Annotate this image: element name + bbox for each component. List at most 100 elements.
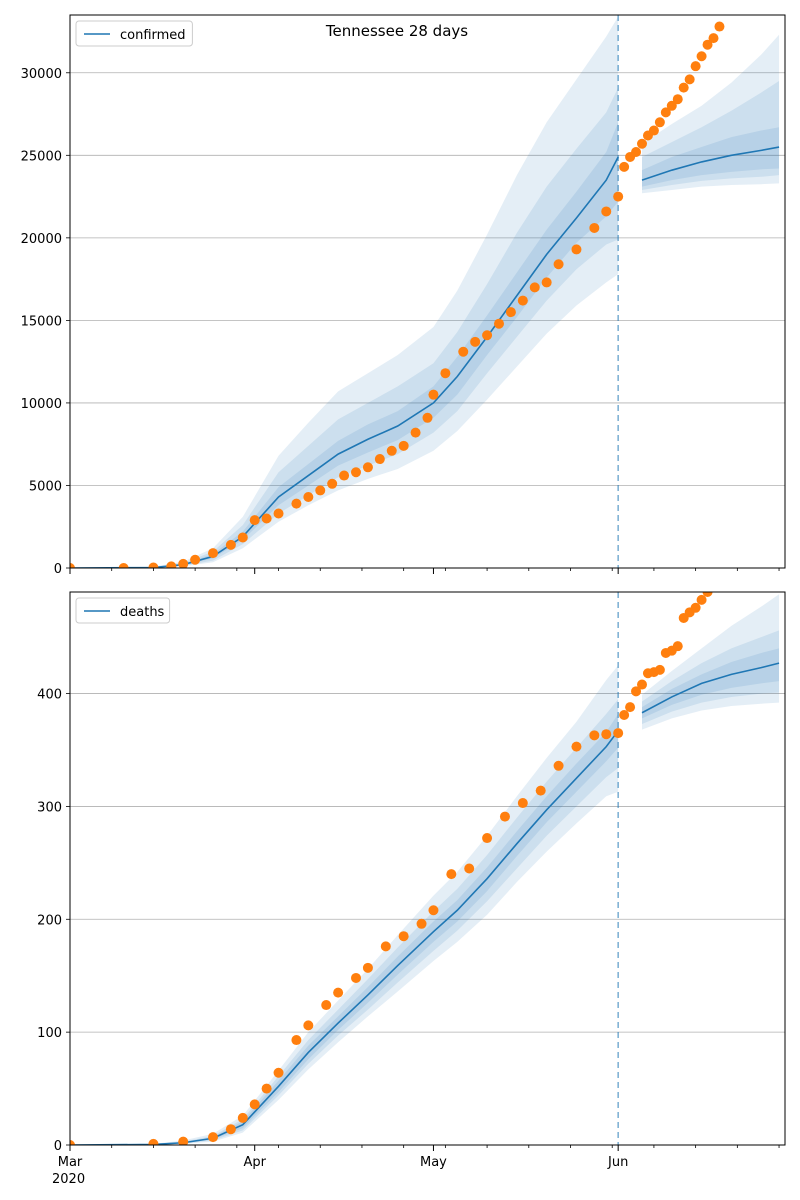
observed-point — [464, 863, 475, 874]
observed-point — [225, 539, 236, 550]
observed-point — [613, 191, 624, 202]
observed-point — [428, 905, 439, 916]
observed-point — [362, 462, 373, 473]
observed-point — [571, 244, 582, 255]
observed-point — [654, 117, 665, 128]
observed-point — [148, 562, 159, 568]
observed-point — [70, 1140, 75, 1145]
observed-point — [237, 532, 248, 543]
deaths-panel: 0 100 200 300 400 deaths — [37, 591, 786, 1154]
observed-point — [261, 1083, 272, 1094]
observed-point — [613, 728, 624, 739]
observed-point — [637, 679, 647, 690]
observed-point — [690, 61, 701, 72]
observed-point — [166, 561, 177, 568]
observed-point — [327, 478, 338, 489]
plot-area — [70, 592, 780, 1145]
observed-point — [541, 277, 552, 288]
fit-line — [70, 730, 619, 1145]
x-tick-label: Apr — [243, 1155, 266, 1170]
observed-point — [303, 1020, 314, 1031]
observed-point — [619, 710, 630, 721]
observed-point — [553, 760, 564, 771]
observed-point — [517, 798, 528, 809]
legend-box — [75, 597, 171, 624]
observed-point — [398, 931, 409, 942]
observed-point — [321, 1000, 332, 1011]
observed-point — [428, 389, 439, 400]
observed-point — [315, 485, 326, 496]
chart-title: Tennessee 28 days — [325, 22, 468, 40]
x-axis-year-label: 2020 — [52, 1172, 85, 1187]
observed-point — [631, 147, 642, 158]
observed-point — [380, 941, 391, 952]
y-tick-label: 5000 — [29, 479, 62, 494]
observed-point — [303, 492, 314, 503]
observed-point — [619, 161, 630, 172]
y-tick-label: 30000 — [21, 67, 62, 82]
shared-x-axis: Mar Apr May Jun — [58, 568, 780, 1170]
observed-point — [672, 641, 683, 652]
y-tick-label: 15000 — [21, 314, 62, 329]
observed-point — [589, 730, 600, 741]
observed-point — [351, 467, 361, 478]
observed-point — [535, 785, 546, 796]
observed-point — [458, 346, 469, 357]
observed-point — [648, 125, 659, 136]
observed-point — [249, 1099, 260, 1110]
y-tick-label: 0 — [54, 562, 62, 577]
observed-point — [494, 318, 504, 329]
observed-point — [178, 1136, 189, 1145]
observed-point — [637, 138, 647, 149]
confirmed-panel: 0 5000 10000 15000 20000 25000 30000 confirmed — [21, 14, 786, 577]
observed-point — [118, 563, 129, 568]
plot-area — [70, 15, 780, 568]
axes-frame — [69, 14, 786, 569]
uncertainty-band — [642, 648, 780, 719]
observed-point — [571, 741, 582, 752]
observed-point — [553, 259, 564, 270]
observed-point — [351, 972, 361, 983]
observed-point — [291, 498, 302, 509]
observed-point — [446, 869, 457, 880]
x-tick-label: Mar — [58, 1155, 83, 1170]
observed-point — [666, 100, 677, 111]
observed-point — [470, 336, 481, 347]
observed-point — [678, 82, 689, 93]
observed-point — [208, 1132, 218, 1143]
observed-point — [601, 729, 612, 740]
x-tick-label: Jun — [607, 1155, 628, 1170]
observed-point — [273, 1067, 284, 1078]
observed-point — [398, 440, 409, 451]
observed-point — [482, 833, 493, 844]
observed-point — [333, 987, 344, 998]
uncertainty-band — [70, 16, 619, 568]
observed-point — [416, 918, 427, 929]
observed-point — [684, 74, 695, 85]
observed-point — [273, 508, 284, 519]
observed-point — [702, 39, 713, 50]
y-tick-label: 20000 — [21, 232, 62, 247]
y-tick-label: 0 — [54, 1139, 62, 1154]
fit-line — [641, 146, 780, 181]
observed-point — [696, 594, 707, 605]
observed-point — [702, 592, 713, 597]
axes-frame — [69, 591, 786, 1146]
observed-point — [422, 412, 433, 423]
observed-point — [249, 515, 260, 526]
legend-label: confirmed — [120, 28, 186, 43]
observed-point — [374, 454, 385, 465]
observed-point — [708, 33, 719, 44]
fit-line — [641, 662, 780, 714]
observed-point — [70, 563, 75, 568]
observed-point — [625, 702, 636, 713]
observed-point — [362, 962, 373, 973]
observed-point — [178, 558, 189, 568]
uncertainty-band — [70, 665, 619, 1145]
observed-point — [505, 307, 516, 318]
observed-point — [208, 548, 218, 559]
observed-point — [482, 330, 493, 341]
observed-point — [190, 554, 201, 565]
observed-point — [660, 107, 671, 118]
